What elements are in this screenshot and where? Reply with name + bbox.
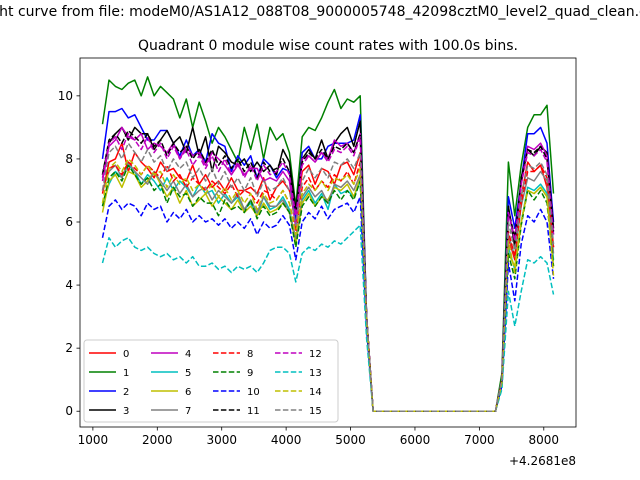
x-tick-label: 4000 — [271, 433, 302, 447]
legend-label-10: 10 — [247, 387, 260, 398]
legend-label-0: 0 — [123, 349, 129, 360]
legend-label-3: 3 — [123, 406, 129, 417]
y-axis: 0 2 4 6 8 10 — [58, 89, 80, 418]
legend-label-12: 12 — [309, 349, 322, 360]
legend-box — [83, 339, 339, 423]
figure-suptitle: Light curve from file: modeM0/AS1A12_088… — [0, 4, 640, 20]
legend-label-5: 5 — [185, 368, 191, 379]
axes-frame — [79, 57, 577, 428]
legend-label-6: 6 — [185, 387, 191, 398]
y-tick-label: 8 — [65, 152, 73, 166]
plot-area — [101, 76, 555, 412]
x-tick-label: 3000 — [206, 433, 237, 447]
legend-label-7: 7 — [185, 406, 191, 417]
axes-border — [79, 57, 577, 428]
legend-label-2: 2 — [123, 387, 129, 398]
x-tick-label: 6000 — [400, 433, 431, 447]
axes-title: Quadrant 0 module wise count rates with … — [138, 38, 518, 54]
y-tick-label: 2 — [65, 341, 73, 355]
x-tick-label: 7000 — [464, 433, 495, 447]
x-tick-label: 2000 — [142, 433, 173, 447]
series-line-13 — [101, 224, 555, 412]
series-line-15 — [101, 142, 555, 412]
x-tick-label: 5000 — [335, 433, 366, 447]
legend-label-13: 13 — [309, 368, 322, 379]
series-line-9 — [101, 164, 555, 412]
x-offset-label: +4.2681e8 — [509, 454, 576, 468]
legend-label-8: 8 — [247, 349, 253, 360]
legend-label-15: 15 — [309, 406, 322, 417]
y-tick-label: 6 — [65, 215, 73, 229]
legend-label-1: 1 — [123, 368, 129, 379]
legend-label-11: 11 — [247, 406, 260, 417]
legend-label-14: 14 — [309, 387, 322, 398]
y-tick-label: 10 — [58, 89, 73, 103]
x-axis: 1000 2000 3000 4000 5000 6000 7000 8000 — [78, 427, 559, 447]
legend-label-4: 4 — [185, 349, 191, 360]
series-line-14 — [101, 158, 555, 412]
y-tick-label: 4 — [65, 278, 73, 292]
legend-label-9: 9 — [247, 368, 253, 379]
x-tick-label: 8000 — [529, 433, 560, 447]
x-tick-label: 1000 — [78, 433, 109, 447]
y-tick-label: 0 — [65, 404, 73, 418]
